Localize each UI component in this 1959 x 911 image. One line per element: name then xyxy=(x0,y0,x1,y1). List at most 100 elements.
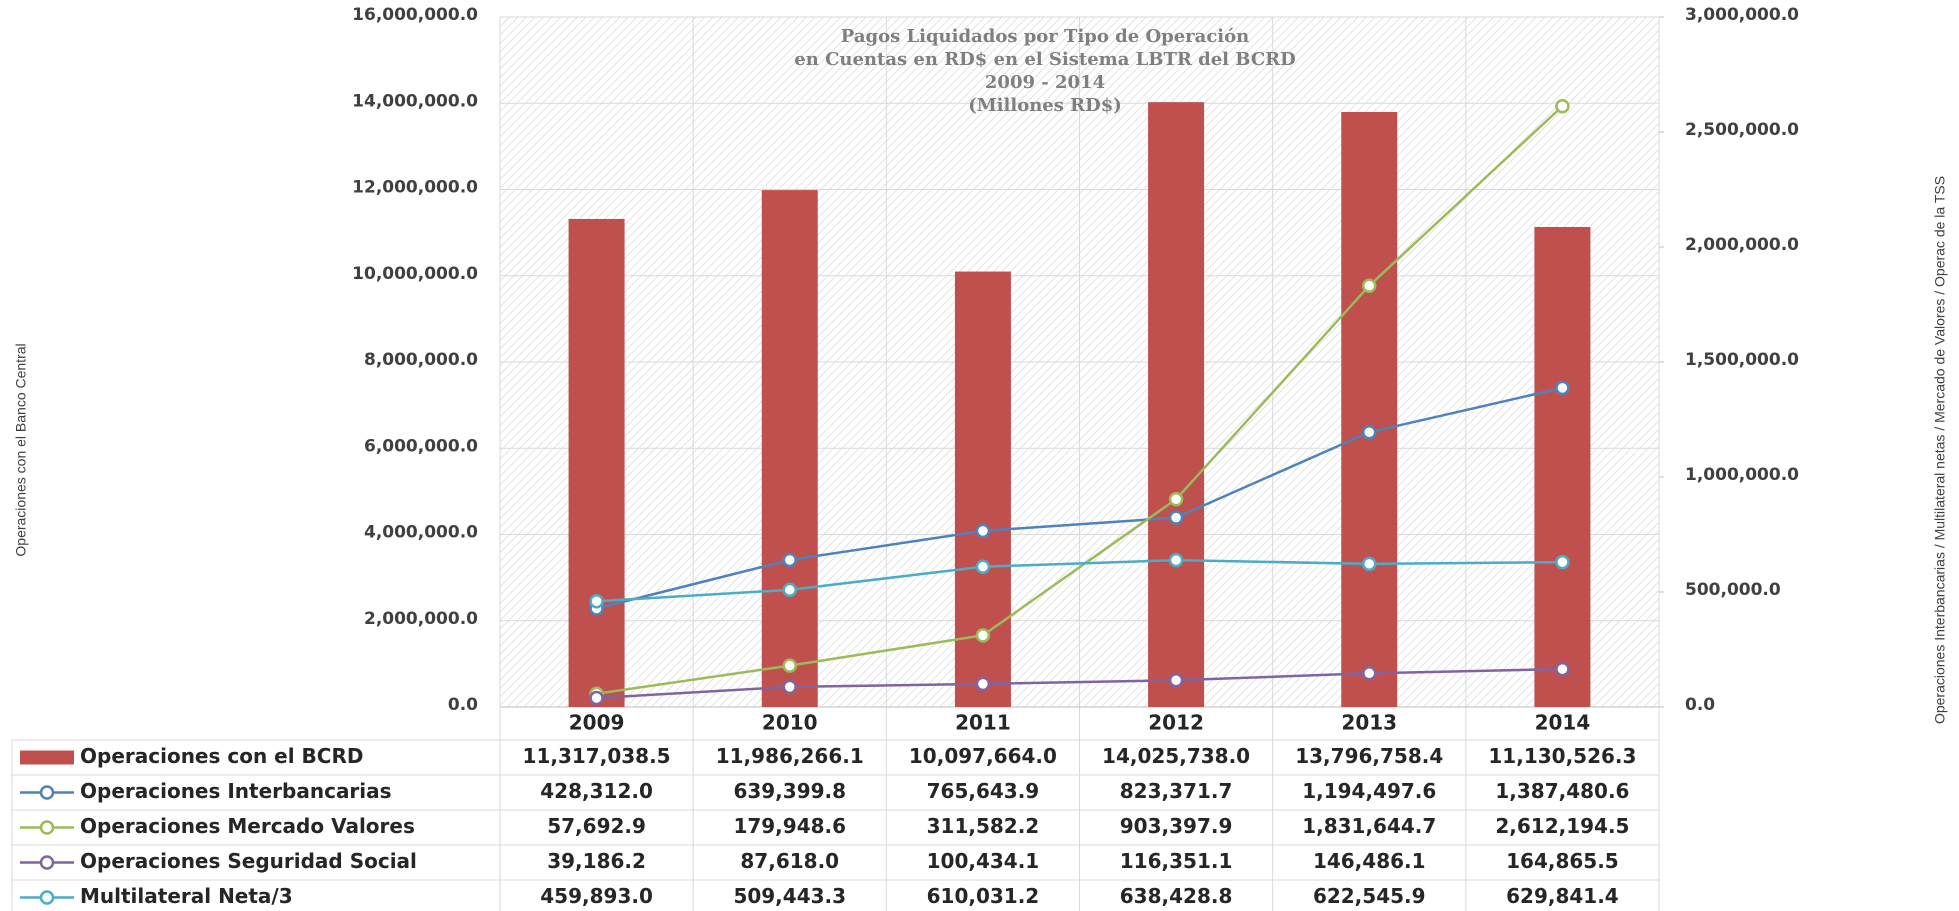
table-value: 428,312.0 xyxy=(540,779,653,803)
table-value: 823,371.7 xyxy=(1120,779,1233,803)
legend-marker xyxy=(39,855,55,870)
line-series xyxy=(596,386,1563,610)
table-value: 11,130,526.3 xyxy=(1488,744,1636,768)
table-value: 509,443.3 xyxy=(733,884,846,908)
table-value: 39,186.2 xyxy=(547,849,646,873)
line-marker xyxy=(1168,552,1184,568)
line-series xyxy=(596,667,1563,700)
line-marker xyxy=(1555,98,1570,114)
table-value: 11,986,266.1 xyxy=(716,744,864,768)
table-value: 622,545.9 xyxy=(1313,884,1426,908)
table-value: 903,397.9 xyxy=(1120,814,1233,838)
y-tick-label: 4,000,000.0 xyxy=(364,523,478,543)
legend-swatch xyxy=(20,750,74,765)
table-value: 14,025,738.0 xyxy=(1102,744,1250,768)
table-value: 629,841.4 xyxy=(1506,884,1619,908)
table-value: 57,692.9 xyxy=(547,814,646,838)
table-value: 1,194,497.6 xyxy=(1302,779,1436,803)
table-value: 765,643.9 xyxy=(927,779,1040,803)
table-value: 459,893.0 xyxy=(540,884,653,908)
legend-marker xyxy=(39,890,55,905)
legend-label: Operaciones Seguridad Social xyxy=(80,849,417,873)
y2-tick-label: 1,000,000.0 xyxy=(1685,465,1799,485)
line-marker xyxy=(589,690,604,706)
line-marker xyxy=(782,582,797,598)
legend-label: Operaciones con el BCRD xyxy=(80,744,363,768)
line-marker xyxy=(1362,278,1377,293)
line-marker xyxy=(1555,380,1570,396)
line-marker xyxy=(1555,554,1570,570)
x-tick-label: 2009 xyxy=(569,711,625,735)
line-marker xyxy=(1362,425,1377,440)
line-series xyxy=(596,558,1563,603)
legend-label: Operaciones Mercado Valores xyxy=(80,814,415,838)
y-axis-label: Operaciones con el Banco Central xyxy=(13,343,29,556)
line-marker xyxy=(782,658,797,673)
line-marker xyxy=(1168,491,1184,507)
line-marker xyxy=(1168,510,1184,525)
y-tick-label: 6,000,000.0 xyxy=(364,436,478,456)
bar xyxy=(1341,112,1398,708)
line-series xyxy=(596,105,1564,695)
chart-title: Pagos Liquidados por Tipo de Operación en… xyxy=(794,26,1295,116)
table-value: 179,948.6 xyxy=(733,814,846,838)
table-value: 2,612,194.5 xyxy=(1495,814,1629,838)
table-value: 116,351.1 xyxy=(1120,849,1233,873)
bar xyxy=(1534,226,1591,708)
y2-tick-label: 3,000,000.0 xyxy=(1685,5,1799,25)
y2-tick-label: 2,000,000.0 xyxy=(1685,235,1799,255)
legend-marker xyxy=(39,820,55,835)
y2-tick-label: 0.0 xyxy=(1685,695,1715,715)
table-value: 610,031.2 xyxy=(927,884,1040,908)
table-value: 311,582.2 xyxy=(927,814,1040,838)
y-tick-label: 14,000,000.0 xyxy=(352,91,478,111)
table-value: 13,796,758.4 xyxy=(1295,744,1443,768)
y2-axis-label: Operaciones Interbancarias / Multilatera… xyxy=(1932,176,1948,724)
y2-tick-label: 2,500,000.0 xyxy=(1685,120,1799,140)
y2-tick-label: 500,000.0 xyxy=(1685,580,1781,600)
y-tick-label: 16,000,000.0 xyxy=(352,5,478,25)
table-value: 146,486.1 xyxy=(1313,849,1426,873)
line-marker xyxy=(1362,556,1377,572)
line-marker xyxy=(975,523,991,539)
line-marker xyxy=(782,679,797,695)
y-tick-label: 12,000,000.0 xyxy=(352,178,478,198)
table-value: 11,317,038.5 xyxy=(523,744,671,768)
y-tick-label: 10,000,000.0 xyxy=(352,264,478,284)
title-line: 2009 - 2014 xyxy=(985,72,1105,93)
legend-label: Operaciones Interbancarias xyxy=(80,779,392,803)
x-tick-label: 2013 xyxy=(1341,711,1397,735)
x-tick-label: 2012 xyxy=(1148,711,1204,735)
line-marker xyxy=(1168,672,1184,688)
title-line: Pagos Liquidados por Tipo de Operación xyxy=(841,26,1249,47)
table-value: 1,831,644.7 xyxy=(1302,814,1436,838)
line-marker xyxy=(589,593,604,609)
x-tick-label: 2014 xyxy=(1535,711,1591,735)
y2-tick-label: 1,500,000.0 xyxy=(1685,350,1799,370)
table-value: 10,097,664.0 xyxy=(909,744,1057,768)
table-value: 164,865.5 xyxy=(1506,849,1619,873)
line-marker xyxy=(1555,661,1570,677)
line-marker xyxy=(975,559,991,574)
y-tick-label: 0.0 xyxy=(448,695,478,715)
bar xyxy=(1148,102,1205,708)
x-tick-label: 2011 xyxy=(955,711,1011,735)
line-marker xyxy=(975,628,991,643)
y-tick-label: 8,000,000.0 xyxy=(364,350,478,370)
line-marker xyxy=(975,676,991,692)
bar xyxy=(568,218,625,708)
line-marker xyxy=(782,552,797,568)
legend-label: Multilateral Neta/3 xyxy=(80,884,293,908)
table-value: 638,428.8 xyxy=(1120,884,1233,908)
table-value: 87,618.0 xyxy=(740,849,839,873)
legend-marker xyxy=(39,785,55,800)
line-marker xyxy=(1362,666,1377,681)
table-value: 1,387,480.6 xyxy=(1495,779,1629,803)
bar xyxy=(761,190,818,707)
table-value: 100,434.1 xyxy=(927,849,1040,873)
title-line: en Cuentas en RD$ en el Sistema LBTR del… xyxy=(794,49,1295,70)
x-tick-label: 2010 xyxy=(762,711,818,735)
title-line: (Millones RD$) xyxy=(968,95,1122,116)
y-tick-label: 2,000,000.0 xyxy=(364,609,478,629)
